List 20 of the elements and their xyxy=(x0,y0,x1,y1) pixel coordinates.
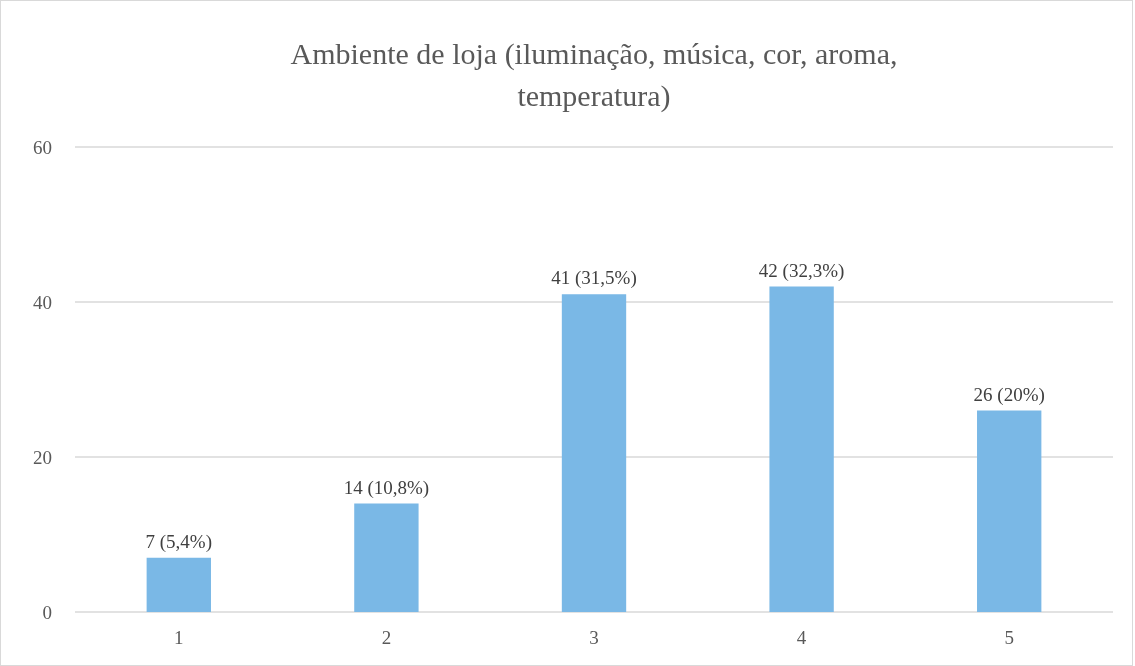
y-tick-label: 60 xyxy=(33,136,52,158)
data-label: 26 (20%) xyxy=(973,383,1045,406)
data-label: 42 (32,3%) xyxy=(758,259,845,282)
chart-title: Ambiente de loja (iluminação, música, cor, aroma, temperatura) xyxy=(290,37,898,113)
y-tick-label: 20 xyxy=(33,446,52,468)
x-tick-label: 1 xyxy=(174,627,184,648)
x-tick-label: 3 xyxy=(589,627,599,648)
data-label: 41 (31,5%) xyxy=(551,267,637,290)
data-label: 14 (10,8%) xyxy=(343,476,430,499)
bar xyxy=(146,557,211,612)
data-label: 7 (5,4%) xyxy=(145,530,213,553)
x-tick-label: 5 xyxy=(1004,627,1014,648)
bar xyxy=(354,503,419,612)
x-tick-label: 4 xyxy=(796,627,807,648)
x-tick-label: 2 xyxy=(381,627,392,648)
bar xyxy=(769,286,834,612)
bar xyxy=(561,294,627,612)
y-tick-label: 0 xyxy=(42,601,52,623)
bar xyxy=(977,410,1042,612)
y-tick-label: 40 xyxy=(33,291,52,313)
